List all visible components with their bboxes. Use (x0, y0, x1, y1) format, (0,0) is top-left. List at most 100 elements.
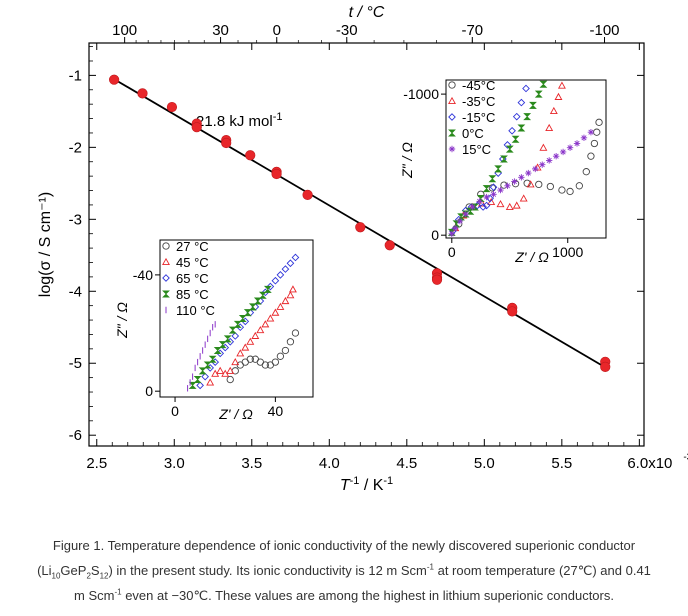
main-plot: 2.5 3.0 3.5 4.0 4.5 5.0 5.5 6.0x10 -3 -1 -2 -3 -4 -5 -… (37, 4, 688, 494)
impedance-point (266, 314, 275, 322)
x-tick-label: 3.0 (164, 455, 185, 472)
caption-line-1: Figure 1. Temperature dependence of ioni… (14, 533, 674, 558)
inset-y-tick-label: 0 (145, 383, 153, 399)
impedance-point (505, 202, 514, 210)
y-axis-title: log(σ / S cm⁻¹) (37, 192, 54, 297)
impedance-point (518, 174, 525, 181)
caption-sup-a: -1 (426, 562, 434, 572)
top-tick-label: 0 (273, 22, 281, 39)
impedance-point (196, 381, 204, 390)
high-temperature-inset: 0 40 0 -40 Z' / Ω Z" / Ω 27 °C45 °C65 °C85 °C1… (114, 239, 314, 422)
impedance-point (558, 186, 566, 194)
impedance-point (291, 329, 300, 337)
plot-frame (88, 42, 645, 447)
figure-caption: Figure 1. Temperature dependence of ioni… (14, 533, 674, 608)
impedance-point (590, 139, 599, 148)
top-axis-title: t / °C (349, 4, 385, 21)
impedance-point (573, 140, 581, 147)
impedance-point (549, 106, 558, 115)
impedance-point (226, 375, 234, 384)
impedance-point (500, 155, 508, 163)
impedance-point (587, 152, 595, 160)
impedance-point (193, 376, 202, 384)
impedance-point (208, 355, 217, 363)
x-tick-label: 5.5 (551, 455, 572, 472)
top-tick-label: -30 (336, 22, 358, 39)
conductivity-figure: 2.5 3.0 3.5 4.0 4.5 5.0 5.5 6.0x10 -3 -1 -2 -3 -4 -5 -… (37, 4, 688, 494)
legend-label: -35°C (462, 94, 495, 109)
impedance-point (587, 128, 595, 136)
impedance-point (512, 201, 521, 209)
inset-x-axis-title: Z' / Ω (218, 406, 253, 422)
caption-sub-p: 2 (86, 571, 91, 581)
conductivity-point (137, 88, 148, 99)
caption-text-2a: (Li (37, 563, 52, 578)
top-tick-label: 30 (212, 22, 229, 39)
impedance-point (511, 135, 520, 143)
impedance-point (557, 81, 566, 89)
impedance-point (201, 372, 209, 381)
y-tick-label: -1 (69, 67, 82, 84)
impedance-point (503, 141, 512, 149)
impedance-point (476, 198, 483, 205)
impedance-point (539, 143, 548, 151)
impedance-point (456, 217, 464, 225)
impedance-point (494, 165, 503, 173)
inset-y-tick-label: -1000 (403, 86, 439, 102)
impedance-point (497, 186, 504, 194)
impedance-point (534, 90, 543, 98)
impedance-point (580, 134, 588, 142)
y-tick-label: -5 (69, 355, 82, 372)
impedance-point (291, 253, 300, 262)
x-tick-label: 3.5 (241, 455, 262, 472)
legend-label: -15°C (462, 110, 495, 125)
legend-label: 85 °C (176, 287, 209, 302)
legend-label: 27 °C (176, 239, 209, 254)
impedance-point (488, 175, 497, 183)
impedance-point (231, 357, 240, 366)
conductivity-point (191, 122, 202, 133)
impedance-point (462, 210, 469, 218)
impedance-point (448, 230, 455, 237)
caption-line-3: m Scm-1 even at −30℃. These values are a… (14, 583, 674, 608)
top-tick-label: 100 (112, 22, 137, 39)
x-tick-label: 4.0 (319, 455, 340, 472)
impedance-point (469, 203, 476, 211)
impedance-point (552, 152, 560, 160)
impedance-point (248, 303, 257, 311)
impedance-point (188, 381, 197, 389)
impedance-point (263, 285, 272, 293)
legend-marker (448, 113, 456, 121)
caption-text-2e: at room temperature (27℃) and 0.41 (433, 563, 651, 578)
impedance-point (241, 343, 250, 351)
impedance-point (532, 165, 539, 173)
impedance-point (545, 157, 553, 164)
x-tick-label: 4.5 (396, 455, 417, 472)
conductivity-point (355, 222, 366, 233)
impedance-point (258, 291, 267, 299)
impedance-point (566, 187, 574, 196)
conductivity-point (600, 361, 611, 372)
impedance-point (276, 271, 285, 279)
impedance-point (508, 126, 516, 135)
caption-text-3a: m Scm (74, 588, 115, 603)
legend-label: 0°C (462, 126, 484, 141)
impedance-point (483, 193, 490, 201)
impedance-point (286, 259, 295, 268)
legend-marker (448, 81, 456, 89)
impedance-point (525, 169, 532, 177)
impedance-point (271, 276, 280, 285)
legend-marker (448, 129, 456, 137)
legend-label: 65 °C (176, 271, 209, 286)
impedance-point (511, 178, 518, 185)
impedance-point (505, 145, 514, 153)
top-tick-label: -100 (590, 22, 620, 39)
low-temperature-inset: 0 1000 0 -1000 Z' / Ω Z" / Ω -45°C-35°C-15°C0°… (399, 78, 607, 265)
caption-sup-b: -1 (114, 587, 122, 597)
impedance-point (228, 326, 237, 334)
conductivity-point (109, 74, 120, 85)
inset-x-tick-label: 0 (448, 244, 456, 260)
legend-label: 15°C (462, 142, 491, 157)
impedance-point (206, 378, 215, 386)
conductivity-point (507, 306, 518, 317)
